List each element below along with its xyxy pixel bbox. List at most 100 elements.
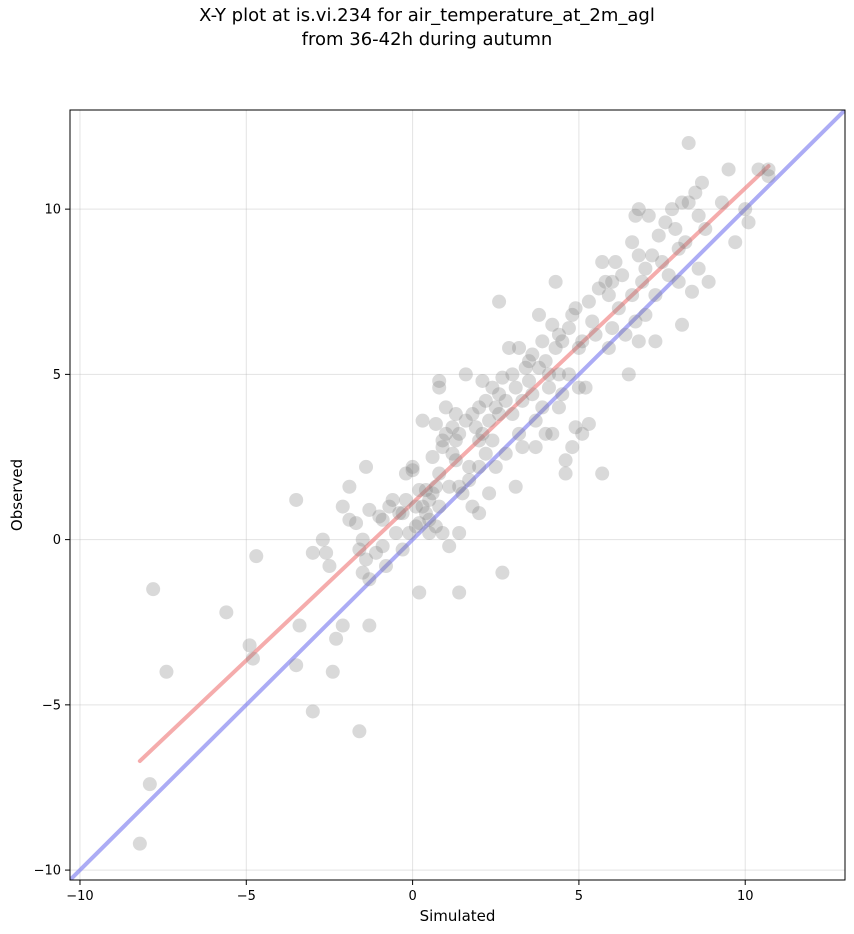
data-point [498, 393, 513, 408]
data-point [551, 367, 566, 382]
data-point [452, 426, 467, 441]
data-point [611, 301, 626, 316]
data-point [458, 367, 473, 382]
data-point [561, 367, 576, 382]
data-point [428, 416, 443, 431]
data-point [541, 367, 556, 382]
data-point [621, 367, 636, 382]
data-point [751, 162, 766, 177]
data-point [691, 208, 706, 223]
data-point [492, 407, 507, 422]
data-point [548, 274, 563, 289]
data-points [132, 136, 776, 851]
data-point [142, 777, 157, 792]
data-point [315, 532, 330, 547]
y-tick-label: 5 [53, 368, 61, 383]
data-point [675, 195, 690, 210]
data-point [528, 440, 543, 455]
x-tick-label: −5 [237, 889, 256, 904]
data-point [468, 420, 483, 435]
data-point [245, 651, 260, 666]
data-point [492, 294, 507, 309]
data-point [478, 446, 493, 461]
x-tick-label: −10 [66, 889, 93, 904]
data-point [721, 162, 736, 177]
data-point [651, 228, 666, 243]
reference-lines [70, 110, 845, 880]
data-point [691, 261, 706, 276]
data-point [335, 618, 350, 633]
data-point [555, 387, 570, 402]
data-point [378, 559, 393, 574]
data-point [438, 426, 453, 441]
data-point [575, 426, 590, 441]
data-point [675, 317, 690, 332]
data-point [538, 354, 553, 369]
data-point [415, 413, 430, 428]
data-point [355, 532, 370, 547]
data-point [512, 426, 527, 441]
data-point [342, 512, 357, 527]
data-point [561, 321, 576, 336]
data-point [335, 499, 350, 514]
data-point [472, 433, 487, 448]
data-point [319, 545, 334, 560]
data-point [448, 433, 463, 448]
y-axis-label: Observed [8, 459, 26, 531]
y-tick-label: 10 [44, 203, 61, 218]
data-point [761, 169, 776, 184]
data-point [402, 526, 417, 541]
data-point [452, 479, 467, 494]
data-point [618, 327, 633, 342]
data-point [422, 492, 437, 507]
data-point [452, 526, 467, 541]
y-axis-ticks: −10 −5 0 5 10 [34, 203, 70, 879]
data-point [289, 492, 304, 507]
data-point [608, 255, 623, 270]
data-point [418, 483, 433, 498]
data-point [249, 549, 264, 564]
data-point [385, 492, 400, 507]
chart-title-line-2: from 36-42h during autumn [301, 29, 553, 50]
data-point [388, 526, 403, 541]
plot-frame [69, 109, 846, 881]
data-point [395, 542, 410, 557]
data-point [631, 334, 646, 349]
data-point [541, 380, 556, 395]
data-point [375, 539, 390, 554]
data-point [382, 499, 397, 514]
data-point [698, 221, 713, 236]
data-point [502, 340, 517, 355]
data-point [522, 354, 537, 369]
data-point [359, 459, 374, 474]
data-point [422, 526, 437, 541]
data-point [605, 321, 620, 336]
data-point [342, 479, 357, 494]
data-point [535, 400, 550, 415]
data-point [445, 420, 460, 435]
data-point [525, 387, 540, 402]
data-point [578, 380, 593, 395]
data-point [635, 274, 650, 289]
data-point [495, 370, 510, 385]
data-point [465, 499, 480, 514]
data-point [475, 373, 490, 388]
data-point [432, 380, 447, 395]
data-point [455, 486, 470, 501]
data-point [655, 255, 670, 270]
data-point [435, 440, 450, 455]
data-point [551, 327, 566, 342]
data-point [515, 440, 530, 455]
data-point [465, 407, 480, 422]
data-point [352, 542, 367, 557]
data-point [661, 268, 676, 283]
data-point [475, 426, 490, 441]
data-point [359, 552, 374, 567]
data-point [398, 492, 413, 507]
data-point [219, 605, 234, 620]
data-point [615, 268, 630, 283]
data-point [408, 499, 423, 514]
data-point [641, 208, 656, 223]
data-point [488, 400, 503, 415]
data-point [595, 255, 610, 270]
